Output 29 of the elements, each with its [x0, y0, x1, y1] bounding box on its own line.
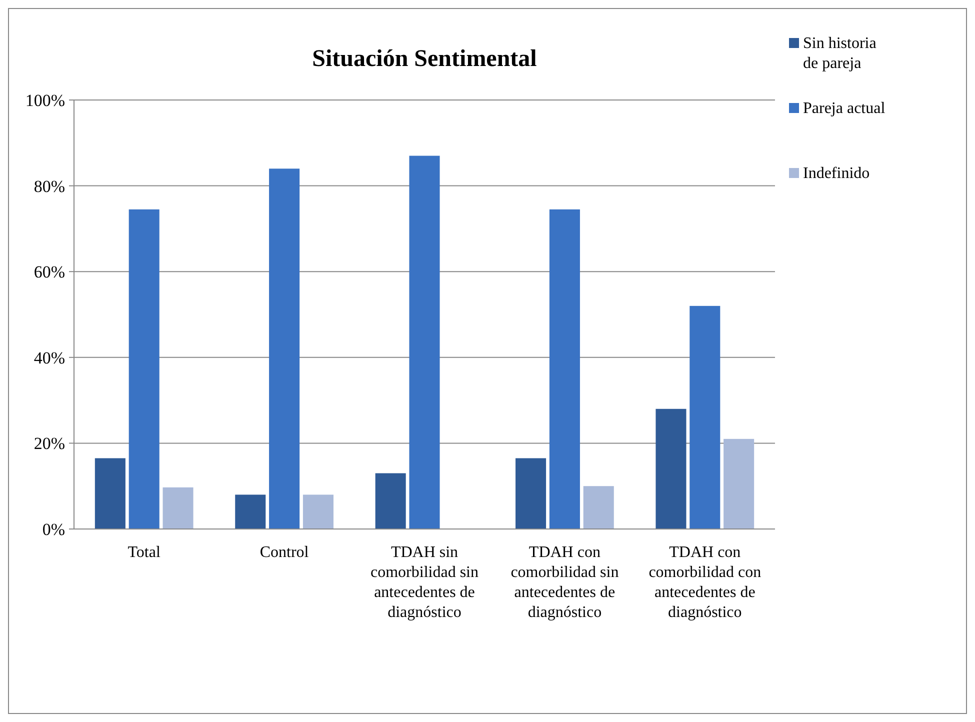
y-tick-label: 80%: [34, 176, 65, 196]
x-tick-label: Total: [128, 544, 161, 561]
bar: [302, 494, 334, 529]
x-tick-label: TDAH con comorbilidad sin antecedentes de diagnóstico: [510, 544, 619, 621]
bar: [549, 209, 580, 529]
chart-title: Situación Sentimental: [312, 46, 538, 72]
bar: [269, 168, 300, 529]
bar: [94, 458, 126, 529]
x-tick-label: Control: [260, 544, 310, 561]
bar: [724, 438, 754, 529]
y-tick-label: 0%: [42, 520, 65, 539]
x-tick-label: TDAH con comorbilidad con antecedentes de diagnóstico: [648, 544, 762, 621]
legend-label: Sin historia de pareja: [803, 35, 876, 72]
bar: [128, 209, 160, 529]
bar: [690, 306, 720, 529]
legend-label: Pareja actual: [803, 100, 886, 117]
bar: [516, 458, 546, 529]
legend-label: Indefinido: [803, 165, 870, 182]
y-tick-label: 60%: [34, 262, 65, 282]
bar: [162, 487, 194, 529]
y-tick-label: 40%: [34, 348, 65, 368]
y-tick-label: 20%: [34, 434, 65, 454]
bar: [409, 156, 440, 529]
bar: [375, 473, 406, 529]
y-tick-label: 100%: [25, 90, 65, 110]
bar: [656, 408, 686, 529]
x-tick-label: TDAH sin comorbilidad sin antecedentes de diagnóstico: [370, 544, 478, 621]
bar: [583, 486, 614, 529]
bar: [235, 494, 266, 529]
